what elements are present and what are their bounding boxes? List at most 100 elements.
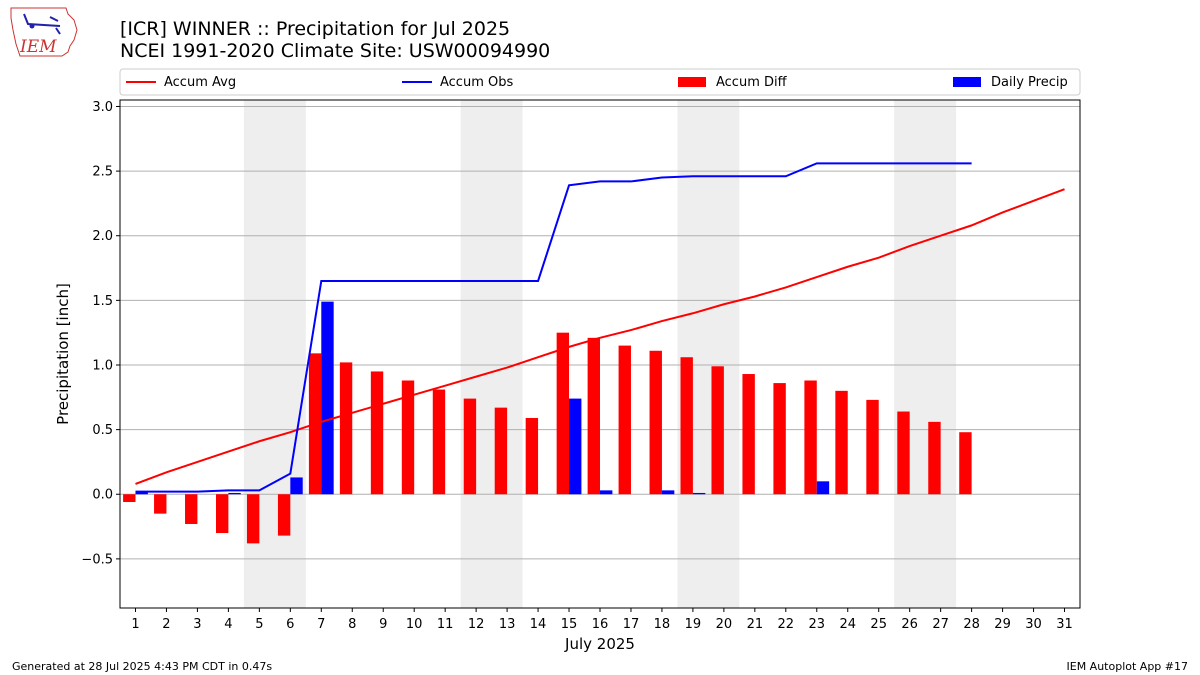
x-tick-label: 6 (286, 617, 294, 632)
y-tick-label: −0.5 (81, 552, 113, 567)
legend-label-accum-avg: Accum Avg (164, 75, 236, 90)
x-tick-label: 18 (654, 617, 671, 632)
accum-diff-bar (370, 371, 384, 495)
x-tick-label: 16 (592, 617, 609, 632)
footer-generated: Generated at 28 Jul 2025 4:43 PM CDT in … (12, 660, 273, 673)
y-tick-label: 1.0 (92, 358, 113, 373)
daily-precip-bar (228, 492, 241, 495)
accum-diff-bar (711, 366, 724, 495)
y-axis-ticks: −0.5 0.0 0.5 1.0 1.5 2.0 2.5 3.0 (81, 100, 120, 567)
y-tick-label: 3.0 (92, 100, 113, 115)
accum-diff-bar (494, 407, 508, 495)
x-tick-label: 12 (468, 617, 485, 632)
accum-diff-bar (773, 383, 786, 495)
x-tick-label: 31 (1056, 617, 1073, 632)
x-tick-label: 21 (747, 617, 764, 632)
legend-label-daily-precip: Daily Precip (991, 75, 1068, 90)
x-tick-label: 4 (224, 617, 232, 632)
x-axis-ticks: 1 2 3 4 5 6 7 8 9 10 11 12 13 14 15 16 17 18 19 20 21 22 23 24 2… (131, 608, 1073, 632)
weekend-band-3 (677, 100, 740, 608)
y-tick-label: 0.5 (92, 423, 113, 438)
x-tick-label: 30 (1025, 617, 1042, 632)
accum-diff-bar (463, 398, 477, 495)
chart-subtitle: NCEI 1991-2020 Climate Site: USW00094990 (120, 40, 550, 62)
accum-diff-bar (339, 362, 353, 495)
daily-precip-bar (692, 492, 706, 495)
daily-precip-bar (816, 481, 830, 495)
accum-diff-bar (401, 380, 415, 495)
series-lines (135, 162, 1065, 493)
x-tick-label: 5 (255, 617, 263, 632)
legend-label-accum-diff: Accum Diff (716, 75, 788, 90)
x-tick-label: 26 (901, 617, 918, 632)
y-axis-label: Precipitation [inch] (54, 283, 72, 425)
x-tick-label: 23 (809, 617, 826, 632)
accum-obs-line (135, 162, 972, 493)
x-tick-label: 29 (994, 617, 1011, 632)
y-tick-label: 2.0 (92, 229, 113, 244)
x-tick-label: 10 (406, 617, 423, 632)
x-tick-label: 14 (530, 617, 547, 632)
weather-station-icon (23, 13, 61, 35)
legend-label-accum-obs: Accum Obs (440, 75, 513, 90)
accum-diff-bar (742, 374, 755, 495)
station-dot (29, 23, 35, 29)
accum-diff-bar (216, 494, 229, 534)
accum-diff-bar (185, 494, 198, 524)
iowa-outline-icon (10, 7, 78, 57)
x-tick-label: 27 (932, 617, 949, 632)
x-tick-label: 20 (716, 617, 733, 632)
accum-diff-bar (897, 411, 910, 495)
x-axis-label: July 2025 (564, 635, 635, 653)
x-tick-label: 19 (685, 617, 702, 632)
legend-box (119, 68, 1081, 96)
accum-diff-bar (277, 494, 291, 536)
iem-logo: IEM (10, 7, 78, 57)
accum-diff-bar (154, 494, 167, 514)
weekend-band-2 (460, 100, 523, 608)
accum-diff-bar (804, 380, 817, 495)
y-tick-label: 2.5 (92, 165, 113, 180)
x-tick-label: 22 (778, 617, 795, 632)
daily-precip-bar (600, 490, 613, 495)
accum-diff-bar (928, 421, 941, 495)
daily-precip-bar (290, 477, 303, 495)
weekend-band-4 (894, 100, 957, 608)
weekend-shading (243, 100, 957, 608)
legend-swatch-daily-precip (953, 77, 981, 87)
accum-diff-bar (866, 399, 879, 495)
accum-avg-line (135, 188, 1065, 485)
accum-diff-bar (556, 332, 570, 495)
x-tick-label: 1 (131, 617, 139, 632)
footer-app-id: IEM Autoplot App #17 (1066, 660, 1189, 673)
x-tick-label: 13 (499, 617, 516, 632)
x-tick-label: 7 (317, 617, 325, 632)
accum-diff-bar (432, 389, 446, 495)
x-tick-label: 3 (193, 617, 201, 632)
daily-precip-bar (569, 398, 582, 495)
accum-diff-bar (618, 345, 631, 495)
accum-diff-bar (649, 350, 662, 495)
accum-diff-bar (525, 417, 539, 495)
accum-diff-bar (123, 494, 136, 503)
chart-title: [ICR] WINNER :: Precipitation for Jul 20… (120, 18, 510, 40)
bars (123, 301, 972, 544)
accum-diff-bar (246, 494, 260, 544)
x-tick-label: 15 (561, 617, 578, 632)
x-tick-label: 24 (839, 617, 856, 632)
accum-diff-bar (680, 357, 693, 495)
x-tick-label: 17 (623, 617, 640, 632)
x-tick-label: 8 (348, 617, 356, 632)
logo-text: IEM (19, 37, 57, 57)
accum-diff-bar (835, 390, 848, 495)
x-tick-label: 25 (870, 617, 887, 632)
daily-precip-bar (135, 491, 148, 495)
y-tick-label: 0.0 (92, 488, 113, 503)
accum-diff-bar (959, 432, 972, 495)
accum-diff-bar (587, 337, 600, 495)
x-tick-label: 9 (379, 617, 387, 632)
daily-precip-bar (321, 301, 334, 495)
legend-swatch-accum-diff (678, 77, 706, 87)
daily-precip-bar (661, 490, 675, 495)
